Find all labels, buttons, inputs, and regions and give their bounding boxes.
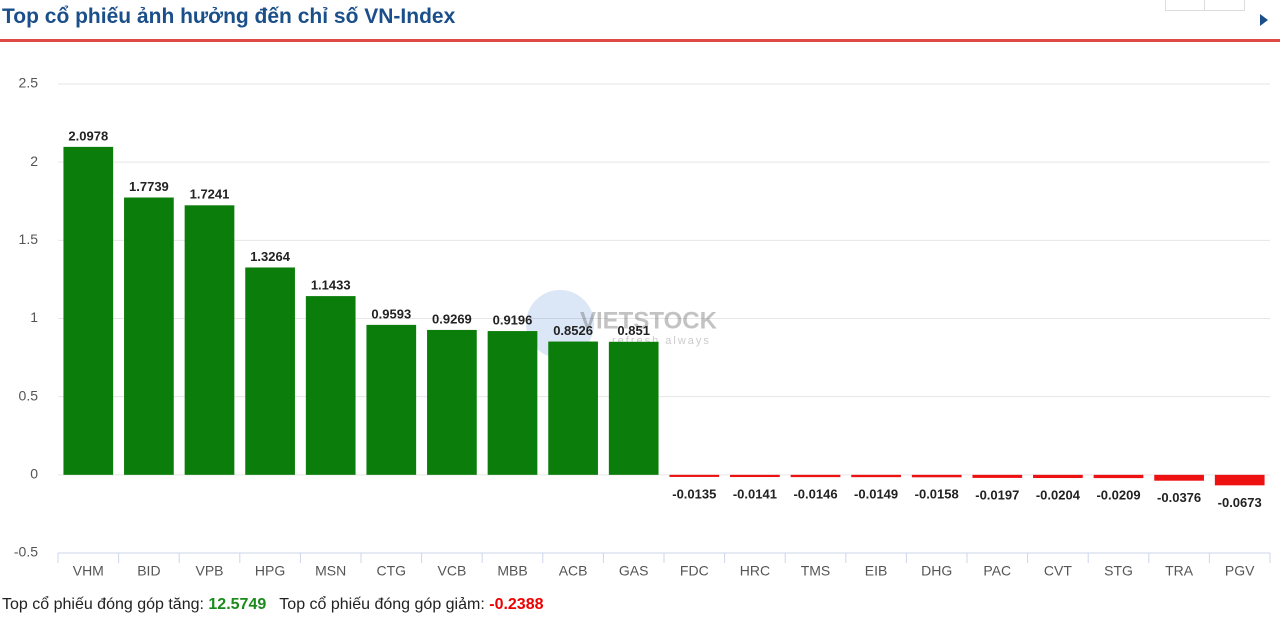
bar: [608, 341, 659, 475]
x-tick-label: HPG: [255, 563, 285, 579]
y-tick-label: 1: [30, 309, 38, 325]
value-label: 1.3264: [250, 249, 291, 264]
x-tick-label: GAS: [619, 563, 649, 579]
bar: [366, 324, 417, 475]
bar: [63, 146, 114, 475]
value-label: 0.851: [617, 323, 650, 338]
x-tick-label: CVT: [1044, 563, 1072, 579]
y-tick-label: 1.5: [19, 231, 39, 247]
value-label: -0.0204: [1036, 487, 1081, 502]
value-label: 0.9593: [371, 306, 411, 321]
value-label: 0.9269: [432, 311, 472, 326]
x-tick-label: VCB: [438, 563, 467, 579]
value-label: 1.7241: [190, 187, 230, 202]
x-tick-label: MSN: [315, 563, 346, 579]
bar: [245, 267, 295, 475]
title-rule: [0, 39, 1280, 42]
up-value: 12.5749: [208, 596, 267, 613]
x-tick-label: MBB: [497, 563, 527, 579]
bar: [427, 329, 477, 475]
bar: [1154, 474, 1204, 481]
x-tick-label: ACB: [559, 563, 588, 579]
next-arrow[interactable]: [1260, 14, 1268, 26]
x-tick-label: STG: [1104, 563, 1133, 579]
bar: [790, 474, 841, 478]
down-value: -0.2388: [489, 596, 544, 613]
x-tick-label: VHM: [73, 563, 104, 579]
watermark-logo: [526, 290, 594, 358]
watermark: VIETSTOCK: [580, 307, 718, 334]
y-tick-label: 0.5: [19, 387, 39, 403]
value-label: 0.8526: [553, 323, 593, 338]
value-label: -0.0135: [672, 486, 716, 501]
x-tick-label: BID: [137, 563, 160, 579]
down-label: Top cổ phiếu đóng góp giảm:: [279, 596, 485, 613]
bar: [972, 474, 1023, 478]
y-tick-label: -0.5: [14, 544, 38, 560]
toolbar-buttons[interactable]: [1165, 0, 1245, 11]
bar: [124, 197, 174, 475]
x-tick-label: HRC: [740, 563, 770, 579]
value-label: -0.0673: [1218, 495, 1262, 510]
value-label: -0.0149: [854, 487, 898, 502]
value-label: -0.0158: [915, 487, 959, 502]
value-label: -0.0146: [793, 487, 837, 502]
value-label: 2.0978: [68, 128, 108, 143]
value-label: -0.0209: [1096, 488, 1140, 503]
y-tick-label: 2.5: [19, 75, 39, 91]
value-label: 1.7739: [129, 179, 169, 194]
value-label: -0.0376: [1157, 490, 1201, 505]
value-label: -0.0141: [733, 486, 777, 501]
x-tick-label: DHG: [921, 563, 952, 579]
y-tick-label: 0: [30, 466, 38, 482]
bar: [305, 296, 356, 475]
x-tick-label: VPB: [195, 563, 223, 579]
value-label: 0.9196: [493, 313, 533, 328]
bar: [851, 474, 901, 478]
bar: [911, 474, 962, 478]
up-label: Top cổ phiếu đóng góp tăng:: [2, 596, 204, 613]
bar: [1033, 474, 1083, 479]
title: Top cổ phiếu ảnh hưởng đến chỉ số VN-Ind…: [2, 5, 456, 28]
value-label: 1.1433: [311, 278, 351, 293]
bar: [730, 474, 780, 478]
bar: [1093, 474, 1144, 479]
x-tick-label: TRA: [1165, 563, 1194, 579]
bar: [1214, 474, 1265, 486]
y-tick-label: 2: [30, 153, 38, 169]
bar: [184, 205, 235, 475]
bar: [669, 474, 720, 477]
x-tick-label: PAC: [983, 563, 1011, 579]
x-tick-label: PGV: [1225, 563, 1255, 579]
x-tick-label: TMS: [801, 563, 831, 579]
x-tick-label: EIB: [865, 563, 888, 579]
value-label: -0.0197: [975, 487, 1019, 502]
footer: Top cổ phiếu đóng góp tăng: 12.5749 Top …: [2, 596, 544, 614]
x-tick-label: FDC: [680, 563, 709, 579]
x-tick-label: CTG: [377, 563, 407, 579]
bar: [487, 331, 538, 475]
bar: [548, 341, 598, 475]
